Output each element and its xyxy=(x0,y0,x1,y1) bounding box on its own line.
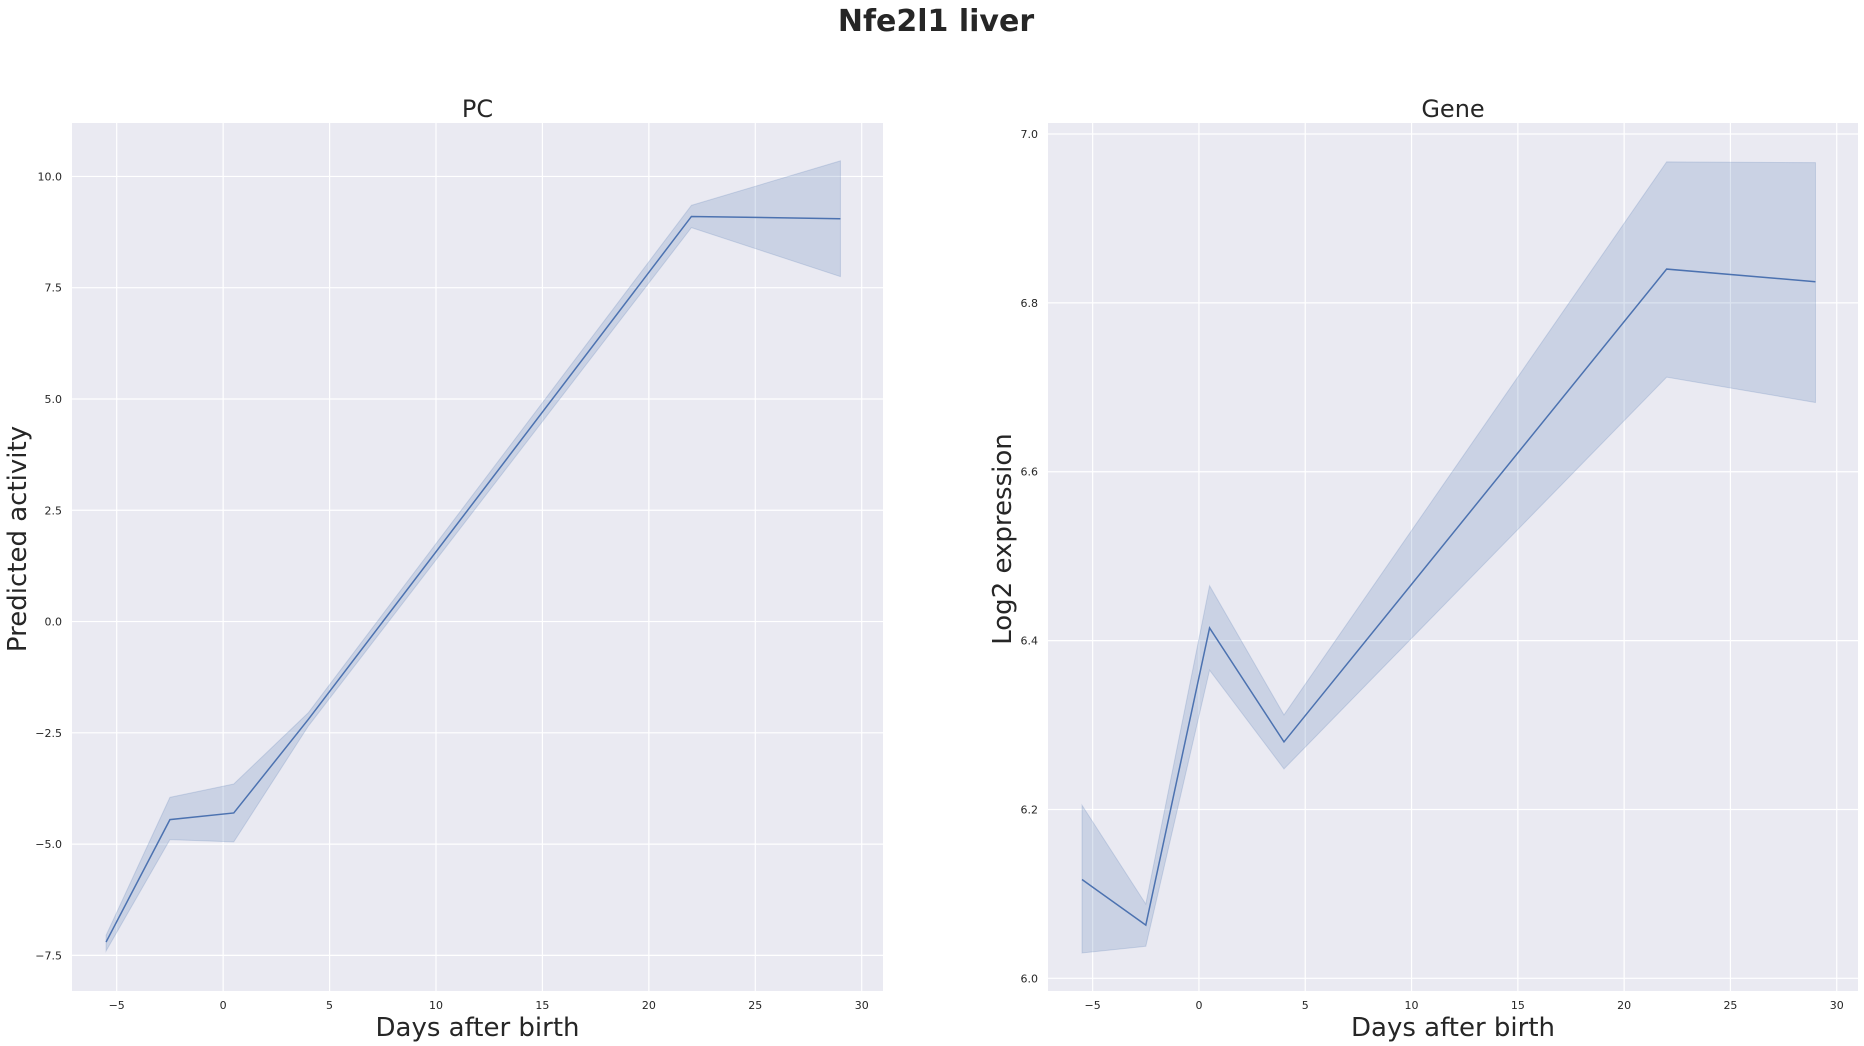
figure-title: Nfe2l1 liver xyxy=(838,4,1034,39)
chart-1-y-tick-label: 6.4 xyxy=(1021,635,1039,648)
chart-1-x-tick-label: 10 xyxy=(1405,999,1419,1012)
chart-1-y-tick-label: 6.6 xyxy=(1021,466,1039,479)
chart-1-y-tick-label: 6.2 xyxy=(1021,803,1039,816)
chart-1-y-axis-label: Log2 expression xyxy=(988,433,1018,645)
chart-0-x-axis-label: Days after birth xyxy=(375,1013,579,1043)
chart-1-y-tick-label: 7.0 xyxy=(1021,128,1039,141)
chart-1-x-tick-label: 5 xyxy=(1302,999,1309,1012)
chart-1-x-tick-label: 30 xyxy=(1830,999,1844,1012)
chart-0-y-tick-label: 5.0 xyxy=(45,393,63,406)
chart-0-confidence-band xyxy=(105,160,841,953)
chart-1-x-tick-label: −5 xyxy=(1085,999,1101,1012)
chart-0-y-tick-label: 2.5 xyxy=(45,504,63,517)
chart-1-y-tick-label: 6.8 xyxy=(1021,297,1039,310)
chart-0-y-tick-label: −5.0 xyxy=(35,838,62,851)
chart-1-x-tick-label: 0 xyxy=(1195,999,1202,1012)
chart-0-y-tick-label: −2.5 xyxy=(35,727,62,740)
chart-0-y-tick-label: 10.0 xyxy=(38,170,63,183)
chart-1-x-axis-label: Days after birth xyxy=(1351,1013,1555,1043)
chart-0-x-tick-label: 5 xyxy=(326,999,333,1012)
chart-1-title: Gene xyxy=(1421,95,1484,123)
chart-0-y-tick-label: −7.5 xyxy=(35,949,62,962)
chart-1-y-tick-label: 6.0 xyxy=(1021,972,1039,985)
chart-0-y-axis-label: Predicted activity xyxy=(3,426,33,652)
chart-0-x-tick-label: 0 xyxy=(220,999,227,1012)
chart-1-series-line xyxy=(1081,268,1816,927)
panel-gene: −5 0 5 10 15 20 25 30 6.0 6.2 6.4 6.6 6.8 7.0 Gene Days… xyxy=(988,95,1858,1043)
chart-1-x-tick-label: 20 xyxy=(1617,999,1631,1012)
chart-0-y-tick-label: 7.5 xyxy=(45,282,63,295)
chart-1-confidence-band xyxy=(1081,161,1816,954)
chart-0-x-tick-label: 20 xyxy=(642,999,656,1012)
chart-0-x-tick-label: 25 xyxy=(748,999,762,1012)
chart-1-plot-area xyxy=(1048,123,1858,991)
chart-0-x-tick-label: −5 xyxy=(109,999,125,1012)
panel-pc: −5 0 5 10 15 20 25 30 −7.5 −5.0 −2.5 0.0 2.5 5.0 7.5 10… xyxy=(3,95,883,1043)
chart-0-x-tick-label: 10 xyxy=(429,999,443,1012)
chart-1-x-tick-label: 25 xyxy=(1723,999,1737,1012)
chart-0-y-tick-label: 0.0 xyxy=(45,616,63,629)
chart-0-series-line xyxy=(105,215,841,943)
chart-0-plot-area xyxy=(72,123,883,991)
chart-0-title: PC xyxy=(462,95,493,123)
chart-0-x-tick-label: 30 xyxy=(855,999,869,1012)
chart-1-x-tick-label: 15 xyxy=(1511,999,1525,1012)
chart-0-x-tick-label: 15 xyxy=(535,999,549,1012)
